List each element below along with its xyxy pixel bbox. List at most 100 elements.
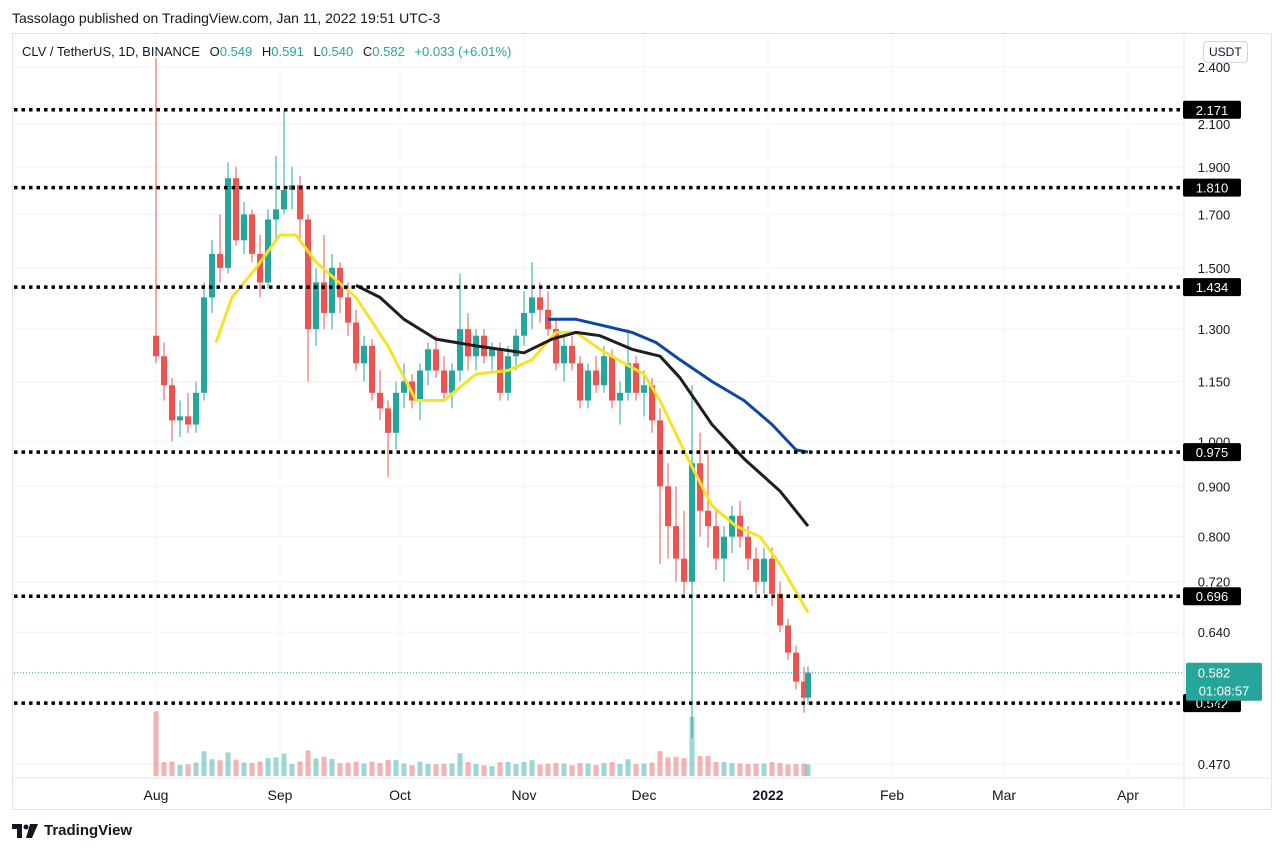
volume-bar	[705, 755, 711, 776]
time-tick-label: Aug	[144, 787, 169, 803]
price-tick-label: 0.470	[1198, 757, 1231, 772]
level-label: 2.171	[1196, 103, 1229, 118]
time-tick-label: Nov	[512, 787, 537, 803]
candle-body	[721, 536, 727, 559]
candle-body	[793, 652, 799, 682]
candle-body	[201, 297, 207, 393]
volume-bar	[569, 765, 575, 776]
candle-body	[249, 214, 255, 254]
candle-body	[761, 558, 767, 582]
volume-bar	[729, 763, 735, 776]
candle-body	[665, 486, 671, 527]
candles	[153, 58, 811, 738]
volume-bar	[497, 762, 503, 776]
last-price-label: 0.582	[1198, 666, 1231, 681]
candle-body	[673, 526, 679, 559]
volume-bar	[465, 762, 471, 776]
volume-bar	[257, 761, 263, 776]
volume-bar	[433, 764, 439, 776]
volume-bar	[513, 764, 519, 776]
candle-body	[625, 363, 631, 393]
candle-body	[377, 392, 383, 409]
candle-body	[313, 282, 319, 330]
candle-body	[321, 282, 327, 313]
level-label-bg	[1183, 443, 1241, 462]
volume-bar	[521, 762, 527, 776]
open-label: O	[209, 44, 220, 59]
candle-body	[769, 558, 775, 594]
candle-body	[233, 178, 239, 241]
volume-bar	[585, 763, 591, 776]
candle-body	[641, 385, 647, 393]
volume-bar	[785, 764, 791, 776]
time-tick-label: Apr	[1117, 787, 1139, 803]
high-label: H	[261, 44, 272, 59]
candle-body	[745, 536, 751, 559]
candle-body	[441, 370, 447, 393]
price-tick-label: 1.900	[1198, 160, 1231, 175]
brand-name: TradingView	[44, 822, 133, 839]
candle-body	[529, 297, 535, 313]
volume-bar	[721, 762, 727, 776]
volume-bar	[369, 761, 375, 776]
change-value: +0.033 (+6.01%)	[414, 44, 512, 59]
volume-bar	[361, 763, 367, 776]
candle-body	[681, 558, 687, 582]
candle-body	[329, 267, 335, 313]
candle-body	[225, 178, 231, 268]
candle-body	[209, 253, 215, 298]
candle-body	[561, 345, 567, 364]
volume-bar	[529, 760, 535, 776]
time-tick-label: Dec	[632, 787, 657, 803]
candle-body	[353, 322, 359, 364]
volume-bar	[793, 764, 799, 776]
candle-body	[281, 189, 287, 210]
candle-body	[297, 185, 303, 220]
volume-bar	[241, 762, 247, 776]
candle-body	[577, 363, 583, 401]
open-value: 0.549	[219, 44, 253, 59]
price-tick-label: 1.500	[1198, 261, 1231, 276]
volume-bar	[345, 762, 351, 776]
candle-body	[465, 329, 471, 357]
last-price-badge	[1186, 662, 1262, 701]
low-value: 0.540	[320, 44, 354, 59]
brand-footer[interactable]: TradingView	[12, 822, 132, 839]
ma-mid-line	[355, 284, 810, 528]
time-tick-label: 2022	[752, 787, 783, 803]
candle-body	[705, 510, 711, 527]
low-label: L	[313, 44, 321, 59]
volume-bar	[665, 757, 671, 776]
volume-bar	[625, 759, 631, 776]
time-axis: Aug Sep Oct Nov Dec 2022 Feb Mar Apr	[144, 787, 1140, 803]
grid	[14, 36, 1272, 810]
symbol-legend[interactable]: CLV / TetherUS, 1D, BINANCE O0.549 H0.59…	[22, 44, 511, 59]
volume-bar	[537, 764, 543, 776]
volume-bar	[193, 762, 199, 776]
volume-bar	[593, 764, 599, 776]
chart-frame	[12, 33, 1272, 810]
volume-bar	[449, 763, 455, 776]
currency-unit-button[interactable]: USDT	[1203, 41, 1248, 63]
candle-body	[489, 349, 495, 357]
candle-body	[753, 558, 759, 582]
countdown-label: 01:08:57	[1199, 684, 1250, 699]
candle-body	[217, 253, 223, 268]
volume-bar	[769, 762, 775, 776]
volume-bar	[161, 762, 167, 776]
volume-bar	[289, 764, 295, 776]
level-label: 0.696	[1196, 589, 1229, 604]
time-tick-label: Sep	[268, 787, 293, 803]
candle-body	[553, 329, 559, 364]
candle-body	[241, 214, 247, 241]
volume-bar	[169, 761, 175, 776]
candle-body	[369, 345, 375, 393]
price-tick-label: 1.700	[1198, 207, 1231, 222]
candle-body	[633, 363, 639, 393]
volume-bar	[553, 763, 559, 776]
volume-bar	[753, 763, 759, 776]
volume-bar	[329, 758, 335, 776]
candle-body	[305, 219, 311, 330]
price-tick-label: 1.150	[1198, 375, 1231, 390]
